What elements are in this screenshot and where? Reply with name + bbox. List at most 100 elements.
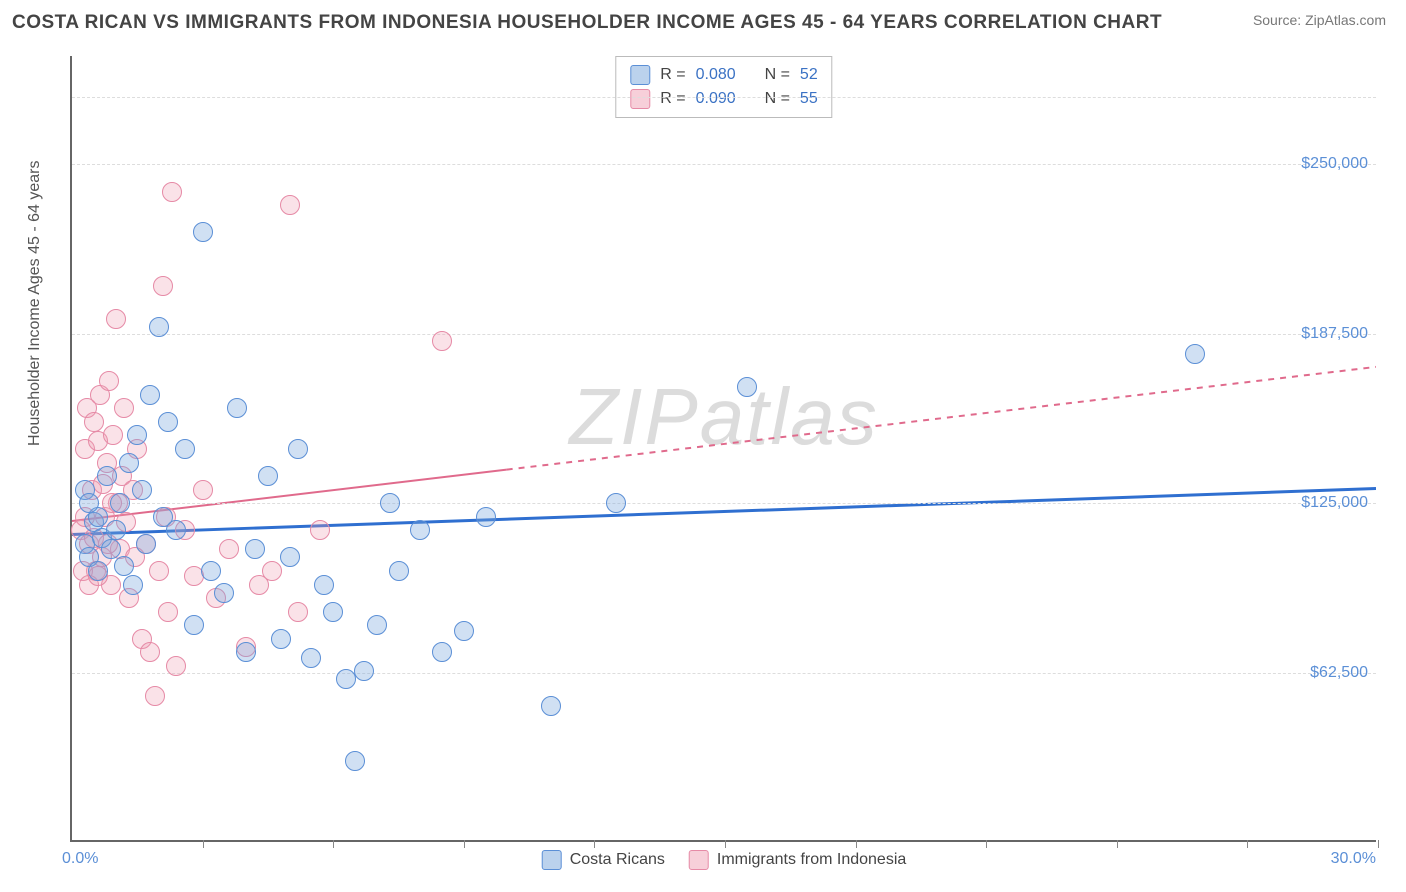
data-point: [288, 602, 308, 622]
r-label: R =: [660, 66, 685, 84]
n-value-pink: 55: [800, 90, 818, 108]
y-tick-label: $62,500: [1310, 664, 1368, 682]
data-point: [149, 317, 169, 337]
data-point: [97, 466, 117, 486]
r-value-pink: 0.090: [696, 90, 736, 108]
swatch-blue-icon: [630, 65, 650, 85]
data-point: [606, 493, 626, 513]
data-point: [132, 480, 152, 500]
gridline-h: [72, 97, 1376, 98]
data-point: [175, 439, 195, 459]
swatch-blue-icon: [542, 850, 562, 870]
data-point: [99, 371, 119, 391]
data-point: [301, 648, 321, 668]
data-point: [106, 520, 126, 540]
swatch-pink-icon: [689, 850, 709, 870]
plot-area: ZIPatlas R = 0.080 N = 52 R = 0.090 N = …: [70, 56, 1376, 842]
data-point: [127, 425, 147, 445]
data-point: [149, 561, 169, 581]
data-point: [737, 377, 757, 397]
data-point: [158, 602, 178, 622]
data-point: [219, 539, 239, 559]
data-point: [236, 642, 256, 662]
x-tick-mark: [856, 840, 857, 848]
data-point: [354, 661, 374, 681]
data-point: [184, 615, 204, 635]
x-tick-mark: [725, 840, 726, 848]
y-tick-label: $187,500: [1301, 325, 1368, 343]
data-point: [201, 561, 221, 581]
data-point: [367, 615, 387, 635]
data-point: [345, 751, 365, 771]
data-point: [79, 493, 99, 513]
source-attribution: Source: ZipAtlas.com: [1253, 12, 1386, 28]
data-point: [262, 561, 282, 581]
x-tick-mark: [333, 840, 334, 848]
data-point: [193, 480, 213, 500]
correlation-legend: R = 0.080 N = 52 R = 0.090 N = 55: [615, 56, 832, 118]
x-tick-mark: [1378, 840, 1379, 848]
series-legend: Costa Ricans Immigrants from Indonesia: [542, 850, 907, 870]
data-point: [280, 195, 300, 215]
data-point: [310, 520, 330, 540]
r-value-blue: 0.080: [696, 66, 736, 84]
x-tick-mark: [464, 840, 465, 848]
swatch-pink-icon: [630, 89, 650, 109]
data-point: [541, 696, 561, 716]
data-point: [193, 222, 213, 242]
y-axis-label: Householder Income Ages 45 - 64 years: [26, 161, 44, 447]
data-point: [476, 507, 496, 527]
x-tick-mark: [986, 840, 987, 848]
x-tick-mark: [594, 840, 595, 848]
legend-label-pink: Immigrants from Indonesia: [717, 851, 906, 869]
data-point: [114, 398, 134, 418]
data-point: [280, 547, 300, 567]
chart-container: Householder Income Ages 45 - 64 years ZI…: [40, 46, 1390, 846]
legend-row-pink: R = 0.090 N = 55: [630, 87, 817, 111]
data-point: [145, 686, 165, 706]
data-point: [106, 309, 126, 329]
data-point: [136, 534, 156, 554]
x-tick-mark: [203, 840, 204, 848]
r-label: R =: [660, 90, 685, 108]
n-value-blue: 52: [800, 66, 818, 84]
n-label: N =: [765, 90, 790, 108]
data-point: [245, 539, 265, 559]
data-point: [432, 331, 452, 351]
data-point: [103, 425, 123, 445]
legend-row-blue: R = 0.080 N = 52: [630, 63, 817, 87]
data-point: [114, 556, 134, 576]
x-axis-min: 0.0%: [62, 850, 98, 868]
data-point: [140, 385, 160, 405]
gridline-h: [72, 673, 1376, 674]
chart-title: COSTA RICAN VS IMMIGRANTS FROM INDONESIA…: [12, 12, 1162, 34]
data-point: [88, 561, 108, 581]
watermark: ZIPatlas: [569, 371, 878, 463]
data-point: [158, 412, 178, 432]
trend-lines: [72, 56, 1376, 840]
data-point: [153, 507, 173, 527]
data-point: [123, 575, 143, 595]
legend-label-blue: Costa Ricans: [570, 851, 665, 869]
data-point: [432, 642, 452, 662]
data-point: [314, 575, 334, 595]
y-tick-label: $125,000: [1301, 494, 1368, 512]
legend-item-blue: Costa Ricans: [542, 850, 665, 870]
gridline-h: [72, 164, 1376, 165]
data-point: [454, 621, 474, 641]
data-point: [1185, 344, 1205, 364]
x-axis-max: 30.0%: [1331, 850, 1376, 868]
data-point: [119, 453, 139, 473]
data-point: [389, 561, 409, 581]
data-point: [323, 602, 343, 622]
data-point: [140, 642, 160, 662]
y-tick-label: $250,000: [1301, 155, 1368, 173]
legend-item-pink: Immigrants from Indonesia: [689, 850, 906, 870]
data-point: [84, 412, 104, 432]
data-point: [110, 493, 130, 513]
x-tick-mark: [1247, 840, 1248, 848]
data-point: [227, 398, 247, 418]
data-point: [166, 656, 186, 676]
x-tick-mark: [1117, 840, 1118, 848]
n-label: N =: [765, 66, 790, 84]
